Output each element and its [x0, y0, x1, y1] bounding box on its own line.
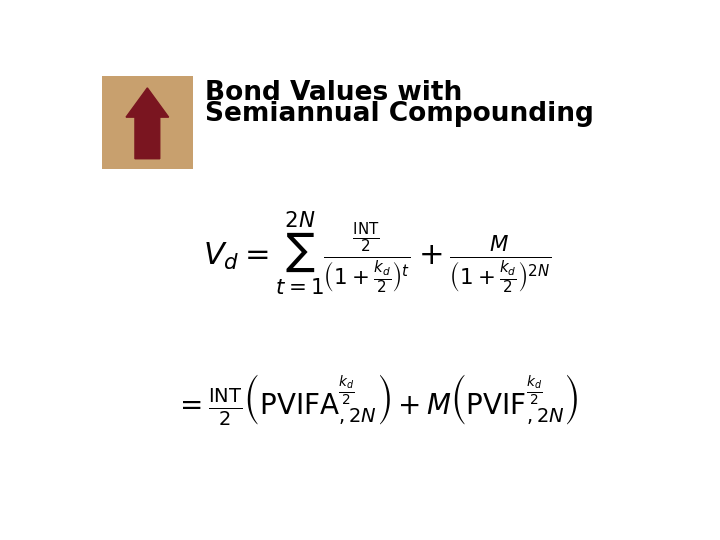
Text: $= \frac{\mathrm{INT}}{2}\left(\mathrm{PVIFA}^{\frac{k_d}{2}}_{,2N}\right) + M\l: $= \frac{\mathrm{INT}}{2}\left(\mathrm{P… — [174, 372, 579, 428]
FancyArrow shape — [126, 88, 168, 159]
Text: Semiannual Compounding: Semiannual Compounding — [204, 101, 593, 127]
Text: Bond Values with: Bond Values with — [204, 80, 462, 106]
Text: $V_d = \sum_{t=1}^{2N} \frac{\frac{\mathrm{INT}}{2}}{\left(1+\frac{k_d}{2}\right: $V_d = \sum_{t=1}^{2N} \frac{\frac{\math… — [203, 209, 551, 298]
FancyBboxPatch shape — [102, 76, 193, 168]
